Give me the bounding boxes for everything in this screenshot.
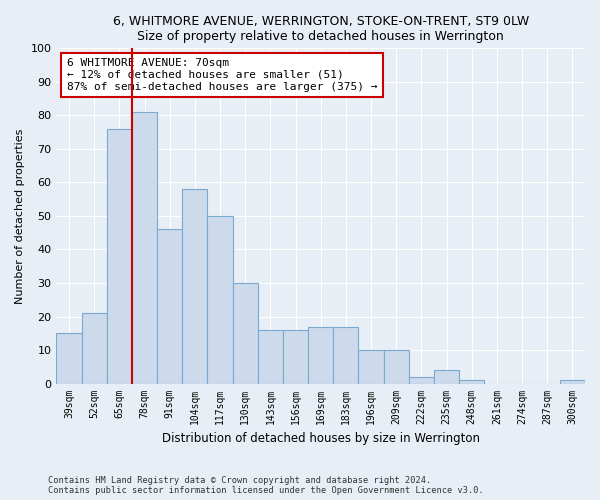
- Bar: [233, 283, 258, 384]
- Bar: [107, 129, 132, 384]
- Bar: [383, 350, 409, 384]
- Bar: [82, 313, 107, 384]
- X-axis label: Distribution of detached houses by size in Werrington: Distribution of detached houses by size …: [162, 432, 480, 445]
- Bar: [358, 350, 383, 384]
- Bar: [560, 380, 585, 384]
- Bar: [182, 189, 208, 384]
- Bar: [333, 326, 358, 384]
- Bar: [258, 330, 283, 384]
- Bar: [56, 334, 82, 384]
- Bar: [434, 370, 459, 384]
- Title: 6, WHITMORE AVENUE, WERRINGTON, STOKE-ON-TRENT, ST9 0LW
Size of property relativ: 6, WHITMORE AVENUE, WERRINGTON, STOKE-ON…: [113, 15, 529, 43]
- Bar: [208, 216, 233, 384]
- Bar: [132, 112, 157, 384]
- Bar: [409, 377, 434, 384]
- Bar: [459, 380, 484, 384]
- Bar: [308, 326, 333, 384]
- Bar: [283, 330, 308, 384]
- Text: 6 WHITMORE AVENUE: 70sqm
← 12% of detached houses are smaller (51)
87% of semi-d: 6 WHITMORE AVENUE: 70sqm ← 12% of detach…: [67, 58, 377, 92]
- Bar: [157, 230, 182, 384]
- Y-axis label: Number of detached properties: Number of detached properties: [15, 128, 25, 304]
- Text: Contains HM Land Registry data © Crown copyright and database right 2024.
Contai: Contains HM Land Registry data © Crown c…: [48, 476, 484, 495]
